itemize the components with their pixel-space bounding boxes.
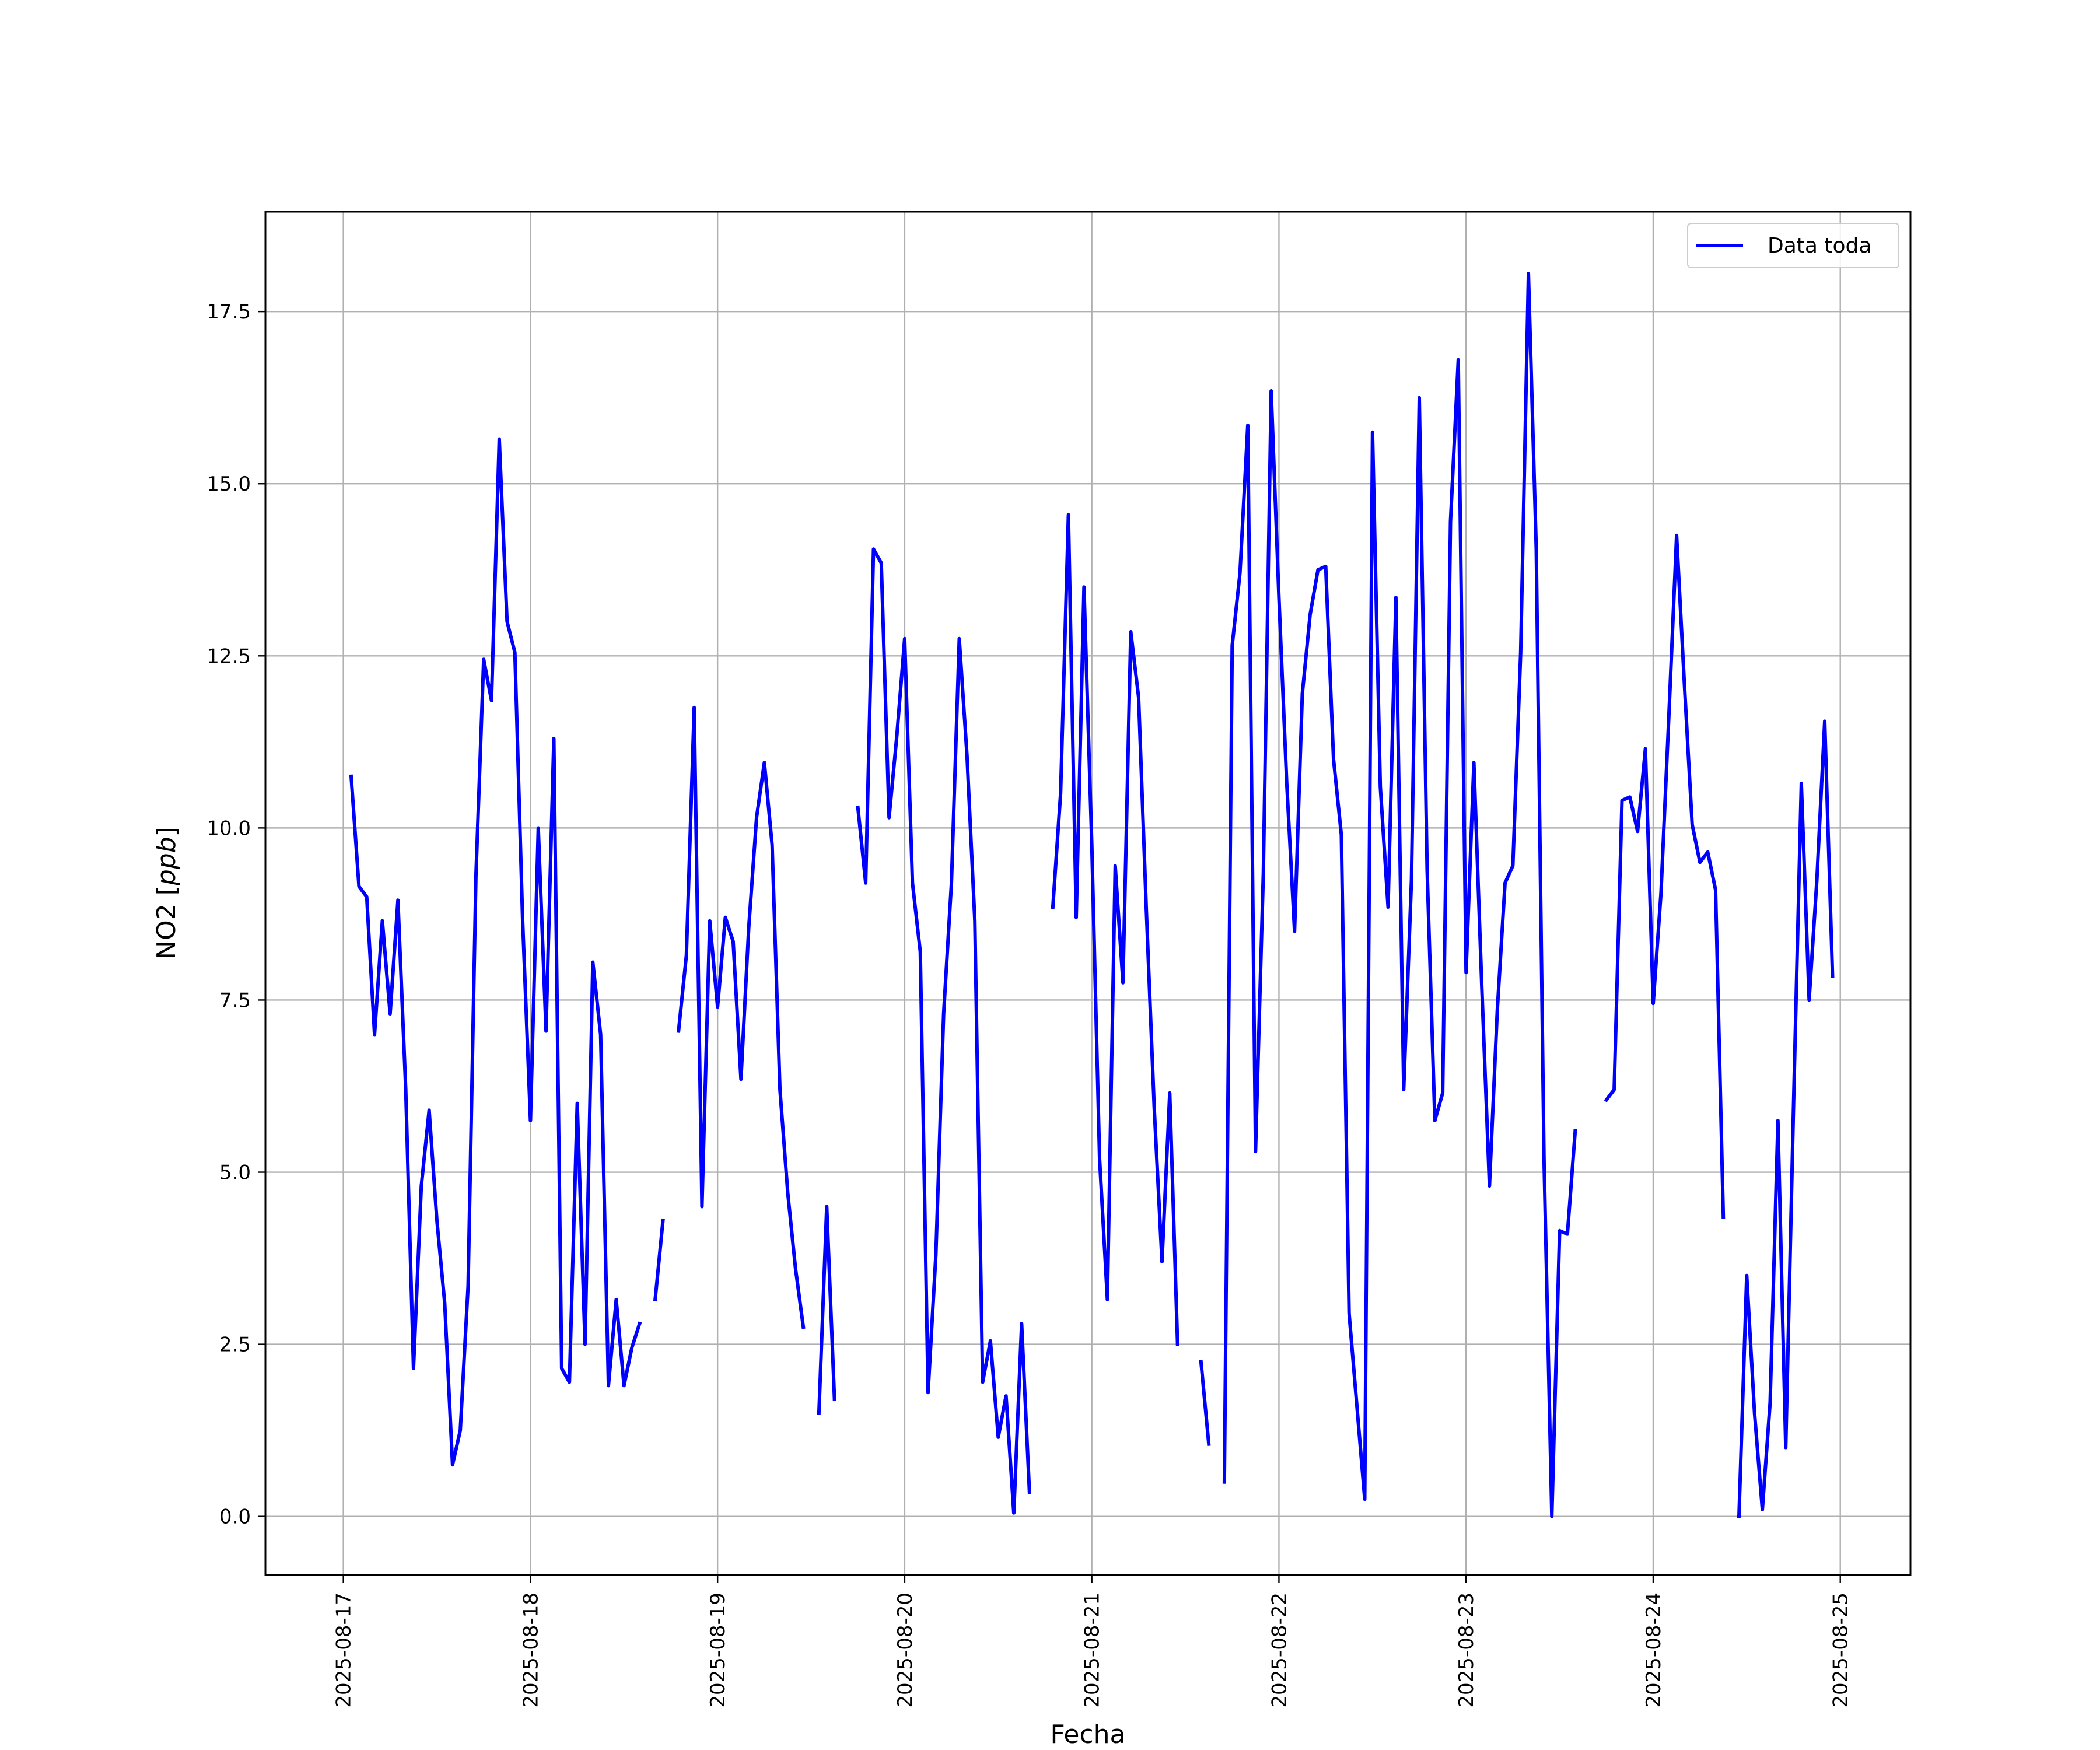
y-axis-label-main: NO2 [ <box>152 886 181 960</box>
series-line-segment <box>1604 533 1726 1219</box>
x-tick-label: 2025-08-21 <box>1081 1592 1104 1708</box>
x-tick-label: 2025-08-17 <box>332 1592 356 1708</box>
y-axis-label: NO2 [ppb] <box>152 827 181 960</box>
series-line-segment <box>349 437 642 1467</box>
x-tick-label: 2025-08-25 <box>1829 1592 1853 1708</box>
series-line-segment <box>1222 272 1577 1518</box>
y-tick-label: 7.5 <box>219 989 251 1012</box>
y-tick-label: 15.0 <box>206 473 251 496</box>
plot-area-frame <box>264 211 1912 1576</box>
series-line-segment <box>653 1218 665 1302</box>
y-tick-label: 5.0 <box>219 1161 251 1185</box>
x-tick-label: 2025-08-22 <box>1268 1592 1291 1708</box>
legend: Data toda <box>1687 223 1899 268</box>
series-line-segment <box>1051 513 1180 1346</box>
series-line-segment <box>817 1205 836 1415</box>
x-axis-label: Fecha <box>1050 1720 1125 1749</box>
data-series <box>349 272 1835 1518</box>
legend-label-data-toda: Data toda <box>1768 234 1871 258</box>
series-line-segment <box>677 705 806 1329</box>
x-tick-label: 2025-08-23 <box>1455 1592 1478 1708</box>
y-axis-label-close: ] <box>152 827 181 836</box>
y-axis-label-unit: ppb <box>152 836 181 886</box>
grid-lines <box>265 212 1910 1575</box>
y-tick-label: 0.0 <box>219 1506 251 1529</box>
series-line-segment <box>1199 1359 1211 1446</box>
x-tick-label: 2025-08-20 <box>894 1592 917 1708</box>
y-tick-label: 12.5 <box>206 645 251 668</box>
x-tick-label: 2025-08-18 <box>519 1592 542 1708</box>
series-line-segment <box>856 547 1031 1515</box>
series-line-segment <box>1737 719 1835 1518</box>
y-tick-label: 17.5 <box>206 300 251 324</box>
legend-box <box>1687 223 1899 268</box>
y-tick-label: 10.0 <box>206 817 251 840</box>
x-tick-label: 2025-08-24 <box>1642 1592 1665 1708</box>
y-tick-label: 2.5 <box>219 1334 251 1357</box>
axis-ticks: 2025-08-17 2025-08-18 2025-08-19 2025-08-20… <box>206 300 1852 1707</box>
x-tick-label: 2025-08-19 <box>706 1592 730 1708</box>
